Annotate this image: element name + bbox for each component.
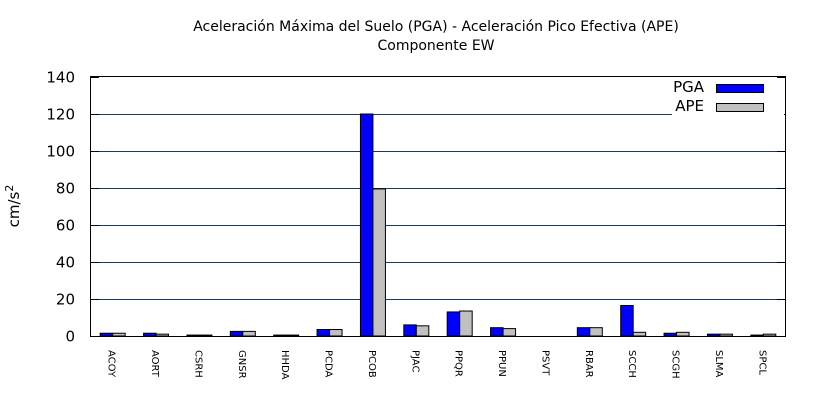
x-tick-label: PSVT <box>539 350 550 376</box>
legend: PGA APE <box>672 78 784 118</box>
bar-ape-csrh <box>198 334 213 337</box>
bar-ape-ppqr <box>459 310 473 337</box>
bar-pga-slma <box>706 333 721 337</box>
legend-label-pga: PGA <box>673 78 705 96</box>
bar-pga-rbar <box>576 327 591 337</box>
y-tick-label: 80 <box>56 180 75 198</box>
bar-pga-acoy <box>99 332 114 337</box>
bar-pga-ppqr <box>446 311 461 337</box>
x-tick-label: SCGH <box>670 350 681 379</box>
bar-ape-ppun <box>502 328 517 337</box>
bar-pga-pjac <box>403 324 417 337</box>
x-tick-label: PJAC <box>409 350 420 372</box>
y-tick-label: 0 <box>65 328 75 346</box>
bar-pga-hhda <box>273 334 287 337</box>
y-axis-label-exponent: 2 <box>3 185 16 192</box>
bar-ape-acoy <box>112 332 126 337</box>
y-tick-label: 140 <box>46 69 75 87</box>
x-tick-label: SCCH <box>626 350 637 378</box>
x-tick-label: HHDA <box>279 350 290 380</box>
y-axis-label-base: cm/s <box>5 191 23 227</box>
y-tick-label: 20 <box>56 291 75 309</box>
x-tick-label: AORT <box>149 350 160 378</box>
bar-pga-spcl <box>750 334 764 337</box>
x-tick-label: PPUN <box>496 350 507 377</box>
x-tick-label: PCOB <box>366 350 377 378</box>
grid-lines <box>91 77 785 337</box>
bar-pga-scch <box>620 304 634 337</box>
y-tick-label: 120 <box>46 106 75 124</box>
bar-ape-scch <box>632 331 647 337</box>
bar-ape-spcl <box>762 333 777 337</box>
x-axis-ticks: ACOY AORT CSRH GNSR HHDA PCDA PCOB PJAC PPQR PPUN… <box>106 350 768 380</box>
bar-ape-hhda <box>285 334 300 337</box>
bar-ape-scgh <box>676 331 690 337</box>
x-tick-label: SLMA <box>713 350 724 378</box>
bar-pga-gnsr <box>229 330 244 337</box>
chart-subtitle: Componente EW <box>377 38 494 54</box>
bar-pga-aort <box>143 332 157 337</box>
x-tick-label: GNSR <box>236 350 247 379</box>
y-tick-label: 100 <box>46 143 75 161</box>
bar-pga-scgh <box>663 332 678 337</box>
y-axis-label: cm/s2 <box>3 185 23 228</box>
x-tick-label: PCDA <box>323 350 334 378</box>
chart-title: Aceleración Máxima del Suelo (PGA) - Ace… <box>193 19 679 35</box>
bar-ape-pcda <box>329 329 343 337</box>
x-tick-label: ACOY <box>106 350 117 378</box>
y-axis-ticks: 0 20 40 60 80 100 120 140 <box>46 69 75 346</box>
bar-pga-csrh <box>186 334 200 337</box>
bar-ape-gnsr <box>242 330 256 337</box>
x-tick-label: RBAR <box>583 350 594 378</box>
bar-pga-ppun <box>490 327 504 337</box>
x-tick-label: CSRH <box>192 350 203 378</box>
bar-ape-aort <box>155 333 170 337</box>
legend-swatch-pga <box>716 84 764 93</box>
bar-pga-pcda <box>316 329 331 337</box>
legend-swatch-ape <box>716 103 764 112</box>
y-tick-label: 60 <box>56 217 75 235</box>
bar-ape-slma <box>719 333 733 337</box>
bar-ape-pcob <box>372 188 386 337</box>
y-tick-label: 40 <box>56 254 75 272</box>
plot-frame <box>90 76 786 337</box>
x-tick-label: SPCL <box>756 350 767 375</box>
bar-pga-pcob <box>359 113 374 337</box>
bar-ape-rbar <box>589 327 603 337</box>
bar-ape-pjac <box>415 325 430 337</box>
x-tick-label: PPQR <box>453 350 464 377</box>
legend-label-ape: APE <box>675 97 704 115</box>
